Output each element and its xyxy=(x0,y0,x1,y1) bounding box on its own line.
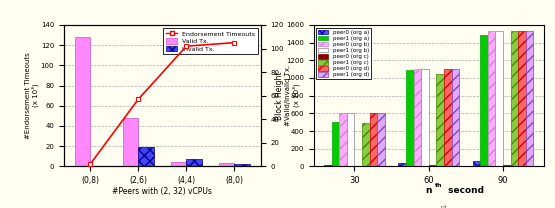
Y-axis label: #Valid/Invalid Tx.
(x 10³): #Valid/Invalid Tx. (x 10³) xyxy=(285,65,300,126)
Bar xyxy=(324,165,331,166)
Bar xyxy=(444,69,452,166)
Bar xyxy=(488,31,496,166)
Text: second: second xyxy=(445,186,484,195)
Bar xyxy=(138,147,154,166)
Text: th: th xyxy=(435,183,442,188)
Bar xyxy=(511,31,518,166)
Bar xyxy=(123,118,138,166)
Bar xyxy=(347,113,355,166)
Legend: peer0 (org a), peer1 (org a), peer0 (org b), peer1 (org b), peer0 (org c), peer1: peer0 (org a), peer1 (org a), peer0 (org… xyxy=(316,28,371,79)
Bar xyxy=(496,31,503,166)
Bar xyxy=(219,163,234,166)
Bar xyxy=(234,164,250,166)
Y-axis label: Block Height: Block Height xyxy=(275,71,285,120)
Bar xyxy=(370,113,377,166)
Bar xyxy=(171,162,186,166)
Bar xyxy=(452,69,459,166)
Bar xyxy=(518,31,526,166)
X-axis label: #Peers with (2, 32) vCPUs: #Peers with (2, 32) vCPUs xyxy=(113,187,212,196)
Text: n: n xyxy=(426,186,432,195)
Bar xyxy=(362,123,370,166)
Bar xyxy=(339,113,347,166)
Bar xyxy=(429,165,436,166)
Bar xyxy=(472,161,480,166)
Legend: Endorsement Timeouts, Valid Tx., Invalid Tx.: Endorsement Timeouts, Valid Tx., Invalid… xyxy=(164,28,258,54)
Bar xyxy=(331,122,339,166)
Bar xyxy=(480,35,488,166)
Bar xyxy=(526,31,533,166)
Bar xyxy=(75,37,90,166)
Bar xyxy=(377,113,385,166)
Y-axis label: #Endorsement Timeouts
(x 10³): #Endorsement Timeouts (x 10³) xyxy=(24,52,39,139)
Bar xyxy=(421,69,429,166)
Text: rd: rd xyxy=(440,205,447,208)
Bar xyxy=(406,70,413,166)
Bar xyxy=(186,159,202,166)
Bar xyxy=(398,163,406,166)
Bar xyxy=(436,74,444,166)
Bar xyxy=(413,69,421,166)
Bar xyxy=(503,165,511,166)
